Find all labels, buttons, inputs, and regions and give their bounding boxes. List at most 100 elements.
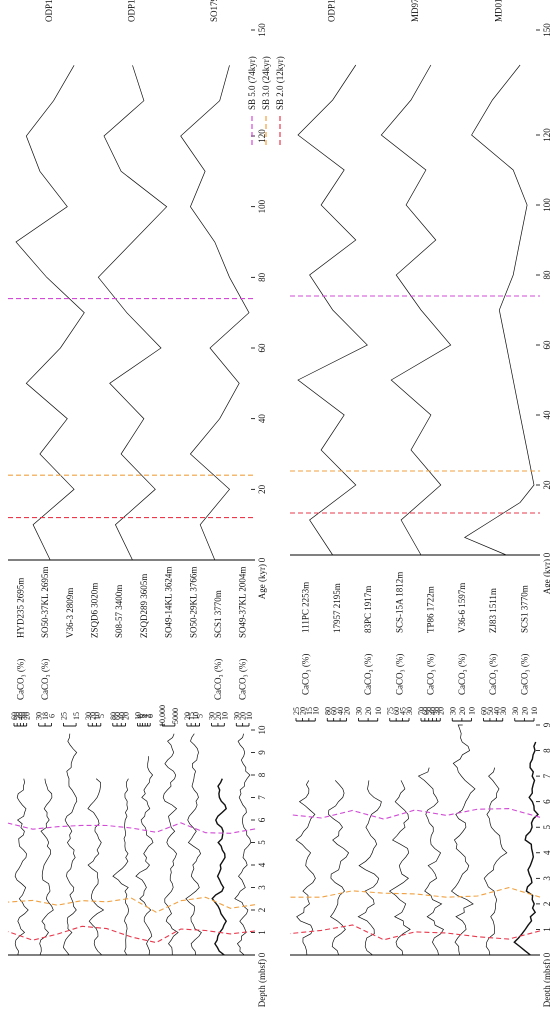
panel-title: ZJ83 1511m [488, 588, 498, 633]
series-line [135, 756, 154, 956]
value-tick-label: 30 [448, 707, 457, 715]
value-tick-label: 20 [343, 707, 352, 715]
panel-title: HYD235 2695m [15, 578, 25, 638]
panel-xlabel: CaCO₃ (%) [363, 654, 373, 695]
value-tick-label: 5 [196, 714, 205, 718]
age-tick-label: 120 [542, 128, 550, 142]
value-tick-label: 20 [239, 712, 248, 720]
panel-title: SO49-37KL 2004m [238, 567, 248, 638]
value-tick-label: 30 [511, 707, 520, 715]
value-tick-label: 5000 [171, 708, 180, 724]
value-tick-label: 60 [330, 707, 339, 715]
value-tick-label: 60 [480, 707, 489, 715]
value-tick-label: 25 [292, 707, 301, 715]
series-line [211, 778, 228, 956]
panel-title: SO50-37KL 2695m [40, 567, 50, 638]
depth-tick-label: 9 [542, 722, 550, 727]
depth-tick-label: 9 [257, 750, 267, 755]
value-tick-label: 30 [232, 712, 241, 720]
age-tick-label: 100 [257, 199, 267, 213]
depth-tick-label: 5 [542, 824, 550, 829]
age-panels-top: 0 20 40 60 80 100 120 150 Age (kyr) SO17956 3387m… [8, 0, 267, 599]
panel-xlabel: CaCO₃ (%) [394, 654, 404, 695]
age-tick-label: 20 [257, 484, 267, 494]
panel-title: 17957 2195m [332, 583, 342, 633]
panel-title: ZSQD6 3020m [89, 583, 99, 638]
depth-tick-label: 10 [257, 725, 267, 735]
value-tick-label: 20 [520, 707, 529, 715]
depth-tick-label: 1 [257, 930, 267, 935]
value-tick-label: 2 [144, 714, 153, 718]
value-tick-label: 20 [214, 712, 223, 720]
value-tick-label: 40 [429, 707, 438, 715]
value-tick-label: 20 [183, 712, 192, 720]
value-tick-label: 15 [305, 707, 314, 715]
value-tick-label: 75 [386, 707, 395, 715]
value-tick-label: 40 [16, 712, 25, 720]
value-tick-label: 15 [72, 712, 81, 720]
depth-tick-label: 0 [257, 952, 267, 957]
value-tick-label: 60 [113, 712, 122, 720]
age-tick-label: 100 [542, 198, 550, 212]
value-tick-label: 6 [139, 714, 148, 718]
age-tick-label: 0 [257, 557, 267, 562]
panel-title: 83PC 1917m [363, 586, 373, 633]
panel-title: ODP1143 2772m [44, 0, 54, 22]
value-tick-label: 80 [323, 707, 332, 715]
panel-so49-14kl: 5000 10,000 SO49-14KL 3624m [158, 567, 180, 956]
depth-axis-label: Depth (mbsf) [542, 959, 550, 1007]
age-tick-label: 60 [542, 340, 550, 350]
boundary-line-sb3 [7, 896, 256, 913]
panel-xlabel: CaCO₃ (%) [488, 654, 498, 695]
age-axis-label: Age (kyr) [542, 559, 550, 594]
depth-tick-label: 7 [542, 773, 550, 778]
panel-xlabel: CaCO₃ (%) [238, 659, 248, 700]
panel-title: SCS-15A 1812m [394, 572, 404, 633]
panel-title: 111PC 2253m [301, 582, 311, 633]
value-tick-label: 10 [93, 712, 102, 720]
value-tick-label: 4 [141, 714, 150, 718]
panel-xlabel: CaCO₃ (%) [301, 654, 311, 695]
value-tick-label: 8 [136, 714, 145, 718]
value-tick-label: 20 [458, 707, 467, 715]
series-line [63, 733, 78, 956]
panel-title: SCS1 3770m [213, 590, 223, 638]
panel-xlabel: CaCO₃ (%) [40, 659, 50, 700]
age-tick-label: 150 [542, 23, 550, 37]
depth-tick-label: 8 [542, 748, 550, 753]
value-tick-label: 5 [97, 714, 106, 718]
depth-tick-label: 4 [257, 862, 267, 867]
series-line [39, 778, 54, 956]
value-tick-label: 50 [486, 707, 495, 715]
series-line [162, 733, 179, 956]
panel-xlabel: CaCO₃ (%) [15, 659, 25, 700]
series-line [513, 741, 539, 956]
value-tick-label: 30 [208, 712, 217, 720]
panel-title: MD97-2142 1557m [410, 0, 420, 22]
age-panels-bottom: 0 20 40 60 80 100 120 150 Age (kyr) MD01-2393 123… [290, 0, 550, 594]
value-tick-label: 25 [59, 712, 68, 720]
value-tick-label: 18 [41, 712, 50, 720]
value-tick-label: 60 [392, 707, 401, 715]
value-tick-label: 30 [355, 707, 364, 715]
age-tick-label: 0 [542, 552, 550, 557]
panel-title: ODP1148 3297m [127, 0, 137, 22]
series-line [14, 778, 29, 956]
panel-title: MD01-2393 1230m [493, 0, 503, 22]
value-tick-label: 20 [23, 712, 32, 720]
value-tick-label: 10 [220, 712, 229, 720]
series-line [483, 767, 508, 956]
panel-title: TP86 1722m [426, 586, 436, 633]
panel-title: V36-3 2809m [65, 588, 75, 638]
value-tick-label: 30 [499, 707, 508, 715]
series-line [97, 65, 168, 561]
depth-tick-label: 6 [542, 799, 550, 804]
depth-tick-label: 2 [542, 902, 550, 907]
